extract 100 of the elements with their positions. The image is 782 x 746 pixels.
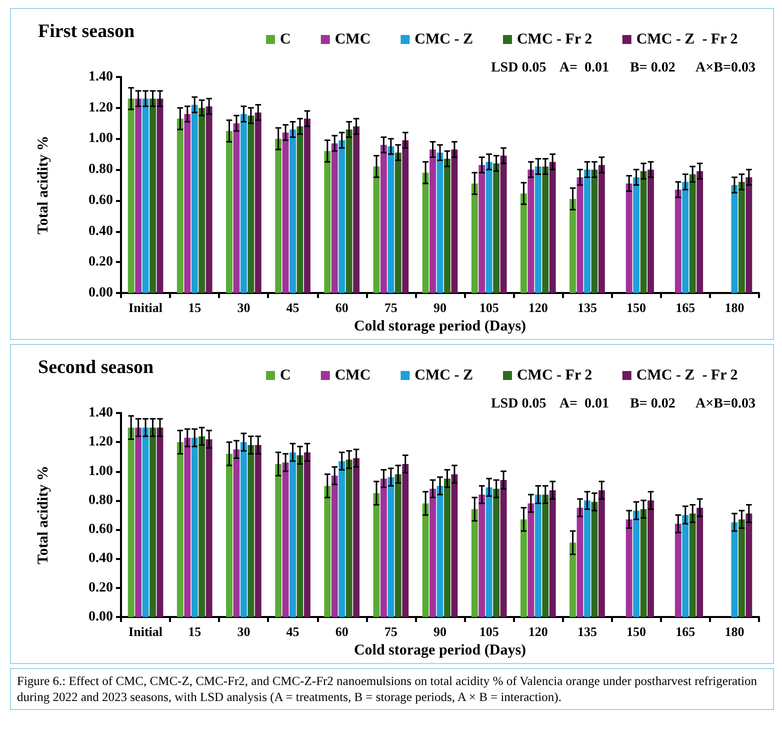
bar	[584, 170, 590, 293]
x-tick-label: 75	[384, 300, 398, 315]
x-tick-label: 120	[528, 300, 548, 315]
x-tick-label: Initial	[128, 624, 163, 639]
bar	[331, 143, 338, 293]
bar	[576, 508, 584, 617]
bar	[682, 182, 689, 293]
x-tick-label: 45	[286, 624, 300, 639]
bar	[584, 500, 590, 617]
bar	[206, 106, 212, 293]
bar	[176, 118, 184, 293]
x-tick-label: 150	[626, 300, 646, 315]
bar	[633, 510, 640, 617]
x-tick-label: 105	[479, 300, 500, 315]
bar	[156, 428, 164, 617]
bar	[346, 129, 352, 293]
bar	[731, 185, 738, 293]
bar	[254, 112, 262, 293]
bar	[373, 166, 380, 293]
y-tick-label: 0.80	[88, 492, 113, 508]
y-tick-label: 1.20	[88, 434, 113, 450]
bar	[388, 146, 394, 293]
bar	[486, 162, 492, 293]
bar	[549, 490, 556, 617]
bar	[142, 98, 149, 293]
bar	[388, 477, 394, 617]
bar	[696, 171, 704, 293]
bar	[471, 183, 478, 293]
x-tick-label: 105	[479, 624, 500, 639]
bar	[626, 183, 632, 293]
bar	[430, 488, 436, 617]
bar	[142, 428, 149, 617]
bar	[191, 104, 198, 293]
bar	[226, 454, 232, 617]
bar	[746, 177, 752, 293]
bar	[528, 170, 534, 293]
bar	[304, 452, 310, 617]
bar	[275, 138, 282, 293]
bar	[451, 474, 458, 617]
x-tick-label: 120	[528, 624, 548, 639]
bar	[353, 458, 360, 617]
bar	[682, 515, 689, 617]
bar	[633, 177, 640, 293]
bar	[156, 98, 164, 293]
y-axis-title: Total acidity %	[36, 466, 52, 564]
bar	[402, 140, 409, 293]
x-tick-label: 15	[188, 624, 202, 639]
bar	[598, 490, 605, 617]
y-tick-label: 0.80	[88, 162, 113, 178]
bar	[549, 162, 556, 293]
y-axis-title: Total acidity %	[36, 136, 52, 234]
x-tick-label: 165	[676, 300, 696, 315]
x-tick-label: 90	[434, 300, 446, 315]
bar	[373, 493, 380, 617]
bar	[689, 514, 696, 617]
bar	[206, 439, 212, 617]
legend-label: C	[280, 368, 291, 384]
bar	[738, 519, 745, 617]
y-tick-label: 1.40	[88, 406, 113, 420]
bar	[150, 428, 156, 617]
legend-label: CMC - Z - Fr 2	[636, 368, 738, 384]
text: LSD 0.05 A= 0.01 B= 0.02 A×B=0.03	[490, 60, 756, 76]
legend-label: CMC - Z	[414, 368, 473, 384]
bar	[394, 474, 402, 617]
y-tick-label: 1.40	[88, 70, 113, 84]
bar	[689, 174, 696, 293]
bar	[542, 166, 549, 293]
bar	[254, 445, 262, 617]
x-tick-label: 180	[724, 300, 744, 315]
bar	[731, 522, 738, 617]
bar	[380, 144, 387, 293]
x-tick-label: 135	[577, 300, 598, 315]
y-tick-label: 1.00	[88, 131, 113, 146]
bar	[422, 172, 429, 293]
bar	[324, 151, 331, 293]
bar	[290, 452, 296, 617]
bar	[534, 166, 542, 293]
x-tick-label: Initial	[128, 300, 163, 315]
bar	[402, 464, 409, 617]
bar	[738, 182, 745, 293]
legend-label: CMC	[334, 32, 371, 48]
bar	[528, 503, 534, 617]
bar	[570, 542, 576, 617]
bar	[626, 519, 632, 617]
bar	[324, 486, 331, 617]
bar	[296, 126, 304, 293]
legend-label: CMC - Z	[414, 32, 473, 48]
bar	[591, 502, 598, 617]
y-tick-label: 0.60	[88, 192, 113, 208]
caption: Figure 6.: Effect of CMC, CMC-Z, CMC-Fr2, and CMC-Z-Fr2 nanoemulsions on total acidity % of Valencia orange under postharvest refrigeration during 2022 and 2023 seasons, with LSD analysis (A = treatments, B = storage periods, A × B = interaction).	[10, 668, 774, 710]
y-tick-label: 1.00	[88, 464, 113, 479]
x-tick-label: 150	[626, 624, 646, 639]
x-tick-label: 75	[384, 624, 398, 639]
bar	[240, 442, 247, 617]
bar	[240, 114, 247, 293]
bar	[451, 150, 458, 293]
bar	[353, 126, 360, 293]
y-tick-label: 0.40	[88, 551, 113, 566]
bar	[290, 129, 296, 293]
bar	[696, 508, 704, 617]
